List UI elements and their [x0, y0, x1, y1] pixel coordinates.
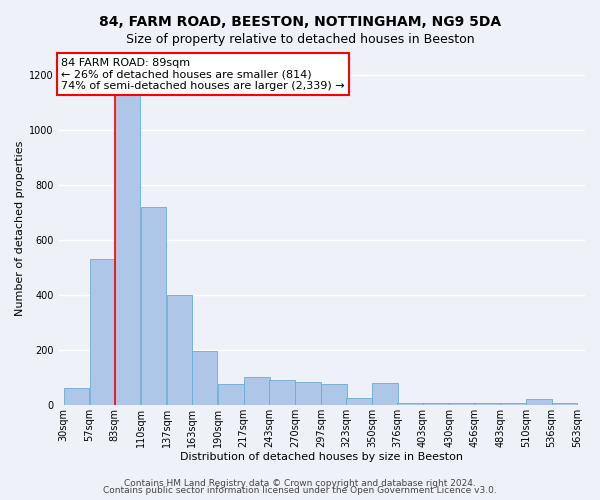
- Text: 84 FARM ROAD: 89sqm
← 26% of detached houses are smaller (814)
74% of semi-detac: 84 FARM ROAD: 89sqm ← 26% of detached ho…: [61, 58, 345, 91]
- Bar: [346, 398, 372, 405]
- Y-axis label: Number of detached properties: Number of detached properties: [15, 141, 25, 316]
- Bar: [218, 384, 244, 405]
- Bar: [551, 404, 577, 405]
- Bar: [269, 380, 295, 405]
- Bar: [526, 400, 552, 405]
- Bar: [449, 404, 475, 405]
- Text: Contains public sector information licensed under the Open Government Licence v3: Contains public sector information licen…: [103, 486, 497, 495]
- Bar: [372, 383, 398, 405]
- Text: Contains HM Land Registry data © Crown copyright and database right 2024.: Contains HM Land Registry data © Crown c…: [124, 478, 476, 488]
- Bar: [500, 404, 526, 405]
- Bar: [167, 294, 193, 405]
- Bar: [475, 404, 500, 405]
- Bar: [244, 378, 269, 405]
- Bar: [141, 206, 166, 405]
- Bar: [321, 384, 347, 405]
- X-axis label: Distribution of detached houses by size in Beeston: Distribution of detached houses by size …: [181, 452, 463, 462]
- Bar: [64, 388, 89, 405]
- Bar: [397, 402, 423, 405]
- Bar: [295, 382, 320, 405]
- Bar: [423, 404, 449, 405]
- Bar: [192, 351, 217, 405]
- Bar: [90, 259, 115, 405]
- Text: 84, FARM ROAD, BEESTON, NOTTINGHAM, NG9 5DA: 84, FARM ROAD, BEESTON, NOTTINGHAM, NG9 …: [99, 15, 501, 29]
- Text: Size of property relative to detached houses in Beeston: Size of property relative to detached ho…: [125, 32, 475, 46]
- Bar: [115, 76, 140, 405]
